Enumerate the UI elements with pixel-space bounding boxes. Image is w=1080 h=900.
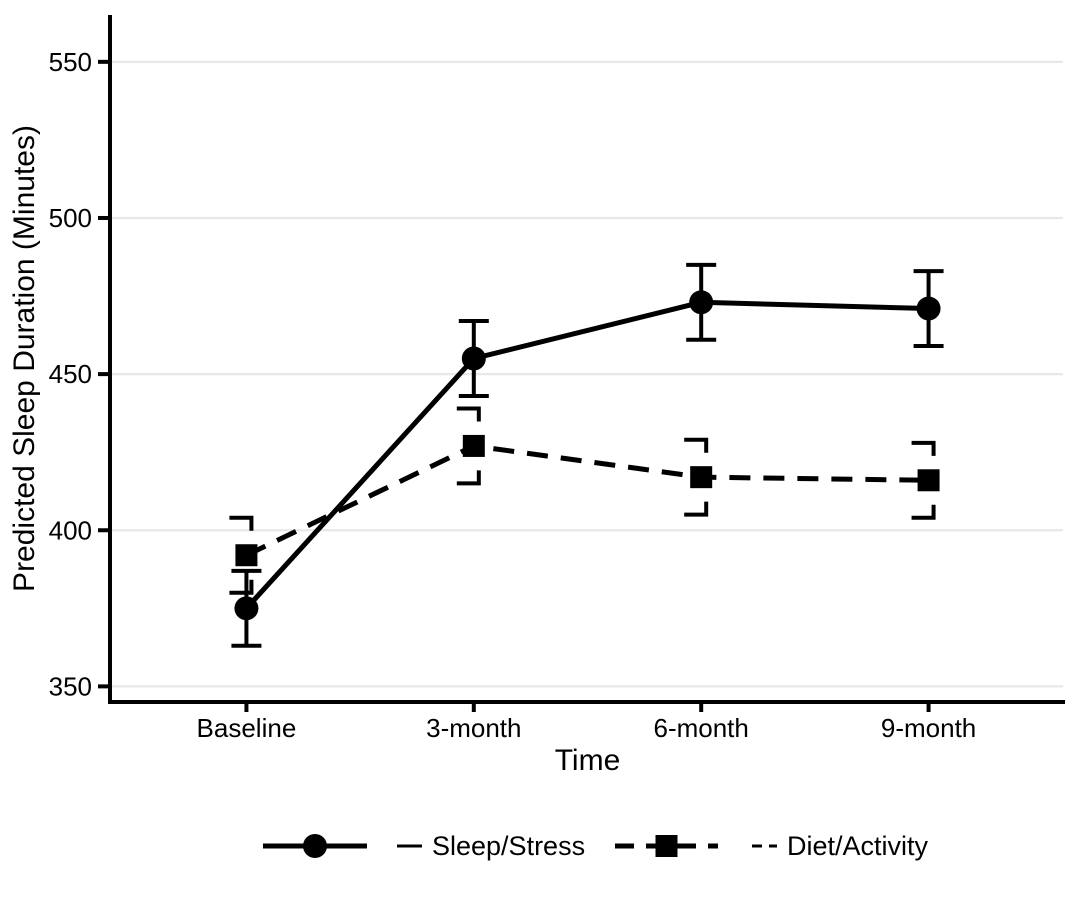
legend-key-square-icon — [655, 835, 678, 857]
marker-square-diet-activity — [917, 469, 940, 492]
x-tick-label: Baseline — [197, 713, 297, 743]
errorbar-bracket-diet-activity — [456, 406, 481, 422]
errorbar-bracket-diet-activity — [229, 579, 254, 595]
y-tick-label: 350 — [49, 671, 92, 701]
y-tick-label: 450 — [49, 359, 92, 389]
y-tick-label: 500 — [49, 203, 92, 233]
legend-key-circle-icon — [303, 834, 327, 858]
errorbar-bracket-diet-activity — [684, 437, 709, 453]
errorbar-bracket-diet-activity — [456, 470, 481, 486]
errorbar-bracket-diet-activity — [911, 504, 936, 520]
marker-square-diet-activity — [462, 434, 485, 457]
marker-circle-sleep-stress — [916, 296, 941, 321]
marker-circle-sleep-stress — [234, 596, 259, 621]
legend-label-sleep-stress: Sleep/Stress — [432, 831, 585, 861]
y-axis-title: Predicted Sleep Duration (Minutes) — [8, 125, 41, 592]
y-tick-label: 400 — [49, 515, 92, 545]
marker-square-diet-activity — [690, 466, 713, 489]
marker-circle-sleep-stress — [689, 290, 714, 315]
series-line-sleep-stress — [244, 299, 929, 611]
legend-label-diet-activity: Diet/Activity — [787, 831, 929, 861]
y-tick-label: 550 — [49, 47, 92, 77]
x-axis-title: Time — [555, 744, 621, 777]
series-line-diet-activity — [245, 443, 929, 558]
x-tick-label: 3-month — [426, 713, 521, 743]
x-tick-label: 9-month — [881, 713, 976, 743]
errorbar-bracket-diet-activity — [684, 501, 709, 517]
errorbar-bracket-diet-activity — [229, 515, 254, 531]
errorbar-bracket-diet-activity — [911, 440, 936, 456]
marker-square-diet-activity — [235, 544, 258, 567]
x-tick-label: 6-month — [653, 713, 748, 743]
marker-circle-sleep-stress — [461, 346, 486, 371]
